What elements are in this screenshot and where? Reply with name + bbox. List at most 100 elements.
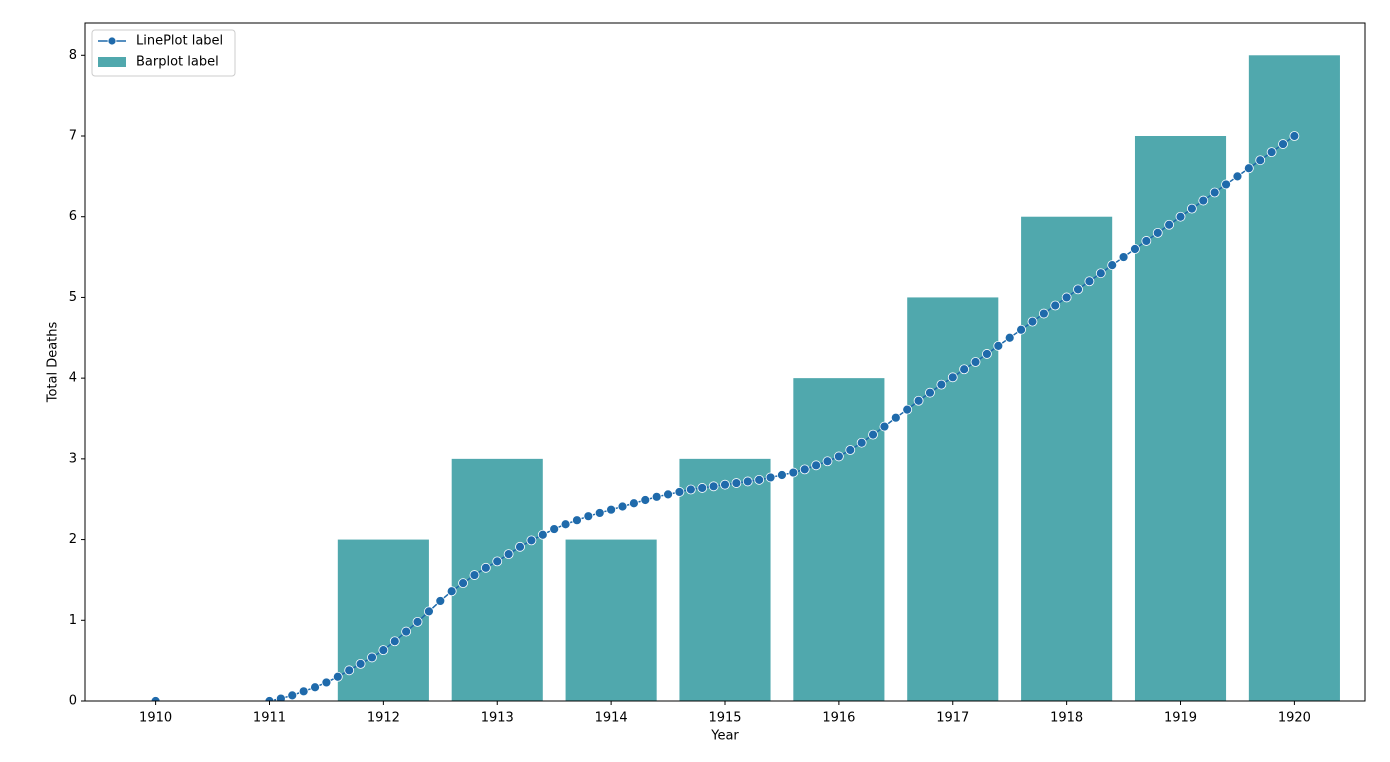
line-marker <box>754 474 765 485</box>
line-marker <box>936 379 947 390</box>
line-marker <box>344 665 355 676</box>
line-marker <box>367 652 377 663</box>
line-marker <box>446 586 457 597</box>
line-marker <box>1221 179 1231 190</box>
line-marker <box>982 349 992 359</box>
y-tick-label: 1 <box>69 613 77 628</box>
line-marker <box>651 491 662 502</box>
line-marker <box>1266 147 1277 158</box>
x-tick-label: 1917 <box>936 711 969 726</box>
bar <box>679 458 771 701</box>
legend-label: Barplot label <box>136 55 219 70</box>
line-marker <box>332 671 343 682</box>
line-marker <box>811 460 822 471</box>
legend-box <box>91 29 236 77</box>
line-marker <box>1027 316 1038 327</box>
line-marker <box>469 570 480 580</box>
line-marker <box>788 467 799 478</box>
line-marker <box>970 357 981 367</box>
line-marker <box>1118 252 1129 262</box>
line-marker <box>913 395 924 406</box>
y-tick-label: 7 <box>69 129 77 144</box>
line-marker <box>663 489 673 500</box>
y-tick-label: 5 <box>69 290 77 305</box>
line-marker <box>1004 332 1015 343</box>
line-marker <box>298 686 309 697</box>
bar <box>565 539 657 701</box>
line-marker <box>264 696 275 701</box>
line-marker <box>902 404 913 415</box>
line-marker <box>1016 324 1026 335</box>
line-marker <box>389 636 400 647</box>
line-marker <box>674 487 685 497</box>
line-marker <box>731 478 742 488</box>
line-marker <box>401 626 412 637</box>
line-marker <box>1164 219 1175 230</box>
y-tick-label: 0 <box>69 694 77 709</box>
line-marker <box>1073 284 1083 295</box>
legend-marker <box>107 36 117 46</box>
line-marker <box>572 515 582 526</box>
x-tick-label: 1914 <box>595 711 628 726</box>
x-tick-label: 1918 <box>1050 711 1083 726</box>
line-marker <box>1243 163 1254 174</box>
line-marker <box>594 508 605 518</box>
line-marker <box>355 658 366 669</box>
line-marker <box>560 519 571 530</box>
x-axis-label: Year <box>710 729 739 744</box>
bar <box>1134 136 1227 701</box>
bar <box>907 297 999 701</box>
line-marker <box>947 372 958 383</box>
line-marker <box>583 511 594 522</box>
line-marker <box>822 456 833 467</box>
line-marker <box>503 549 514 559</box>
line-marker <box>1232 171 1243 182</box>
y-tick-label: 2 <box>69 532 77 547</box>
line-marker <box>1187 203 1197 214</box>
x-tick-label: 1912 <box>367 711 400 726</box>
line-marker <box>480 562 491 573</box>
line-marker <box>378 645 389 656</box>
plot-frame <box>84 22 1366 702</box>
line-marker <box>617 501 628 512</box>
bar <box>1021 216 1113 701</box>
line-marker <box>765 472 776 483</box>
line-marker <box>697 483 708 493</box>
line-marker <box>628 498 639 509</box>
line-marker <box>742 476 753 487</box>
y-tick-label: 4 <box>69 371 77 386</box>
x-tick-label: 1910 <box>139 711 172 726</box>
line-marker <box>708 481 719 492</box>
bar <box>793 378 885 701</box>
line-marker <box>1130 244 1140 254</box>
line-marker <box>1209 187 1220 198</box>
line-marker <box>777 470 787 480</box>
y-tick-label: 6 <box>69 209 77 224</box>
line-marker <box>640 495 651 505</box>
line-marker <box>879 421 890 432</box>
line-marker <box>287 690 298 701</box>
line-marker <box>492 556 503 567</box>
line-marker <box>275 693 286 701</box>
line-marker <box>1175 211 1186 222</box>
line-marker <box>845 445 856 455</box>
bar <box>1248 55 1340 702</box>
line-marker <box>458 578 468 589</box>
y-tick-label: 8 <box>69 48 77 63</box>
line-marker <box>321 677 332 688</box>
line-marker <box>1198 195 1209 206</box>
line-marker <box>1141 236 1152 246</box>
line-marker <box>150 696 161 701</box>
legend-swatch <box>98 57 126 67</box>
line-marker <box>685 484 696 495</box>
line-marker <box>959 364 970 375</box>
line-marker <box>537 529 548 540</box>
x-tick-label: 1911 <box>253 711 286 726</box>
line-marker <box>720 479 730 490</box>
line-marker <box>1289 131 1300 141</box>
line-marker <box>424 606 434 617</box>
line-marker <box>868 429 878 440</box>
x-tick-label: 1913 <box>481 711 514 726</box>
line-marker <box>1278 139 1288 149</box>
